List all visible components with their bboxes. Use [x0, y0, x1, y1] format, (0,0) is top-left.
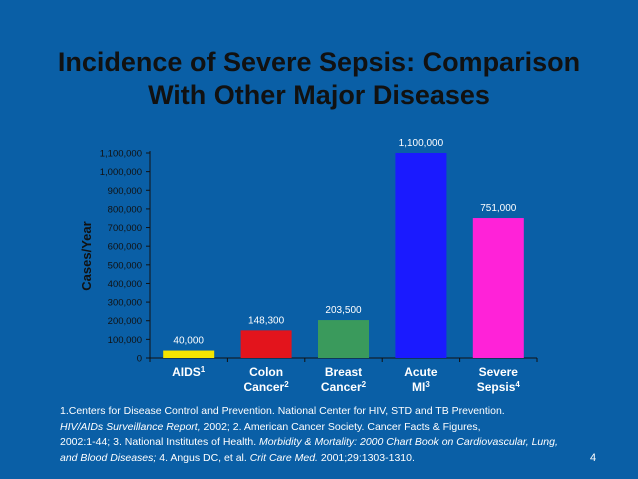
y-tick-label: 1,100,000: [100, 149, 142, 160]
slide-title-line-2: With Other Major Diseases: [148, 80, 490, 110]
y-tick-label: 300,000: [108, 298, 142, 309]
x-category-label-line-2: Cancer2: [244, 380, 290, 394]
x-category-label: AIDS1: [172, 365, 206, 379]
y-tick-label: 1,000,000: [100, 167, 142, 178]
reference-italic: Morbidity & Mortality: 2000 Chart Book o…: [259, 436, 558, 448]
x-category-label: Acute: [404, 365, 438, 379]
reference-text: 1.Centers for Disease Control and Preven…: [60, 405, 505, 417]
x-category-label: Severe: [479, 365, 519, 379]
y-tick-label: 800,000: [108, 204, 142, 215]
chart-labels: Cases/Year40,000AIDS1148,300ColonCancer2…: [79, 138, 520, 394]
slide-title-line-1: Incidence of Severe Sepsis: Comparison: [57, 47, 581, 77]
y-axis-title: Cases/Year: [79, 221, 94, 290]
reference-italic: HIV/AIDs Surveillance Report,: [60, 420, 201, 433]
slide-title: Incidence of Severe Sepsis: Comparison W…: [0, 46, 638, 112]
bar: [395, 153, 447, 358]
x-category-label-line-2: Cancer2: [321, 380, 367, 394]
bar: [240, 330, 292, 358]
bar-data-label: 203,500: [325, 305, 362, 316]
bar-data-label: 148,300: [248, 315, 285, 326]
y-tick-label: 500,000: [108, 260, 142, 271]
reference-line-1: 1.Centers for Disease Control and Preven…: [60, 404, 620, 420]
reference-journal: Crit Care Med.: [249, 451, 318, 464]
y-tick-label: 100,000: [108, 335, 142, 346]
reference-text: 2002; 2. American Cancer Society. Cancer…: [200, 420, 481, 433]
bar: [472, 218, 524, 358]
reference-text: 2002:1-44; 3. National Institutes of Hea…: [60, 436, 260, 448]
reference-italic: and Blood Diseases;: [60, 451, 157, 464]
references: 1.Centers for Disease Control and Preven…: [60, 404, 620, 466]
chart-bars: [163, 153, 524, 358]
bar: [163, 350, 215, 358]
bar-data-label: 40,000: [173, 336, 204, 347]
x-category-label: Breast: [325, 365, 362, 379]
x-category-label: Colon: [249, 365, 283, 379]
reference-text: 2001;29:1303-1310.: [317, 451, 415, 464]
y-tick-label: 600,000: [108, 242, 142, 253]
y-tick-label: 200,000: [108, 316, 142, 327]
bar-data-label: 751,000: [480, 203, 517, 214]
reference-line-3: 2002:1-44; 3. National Institutes of Hea…: [60, 435, 620, 451]
reference-line-4: and Blood Diseases; 4. Angus DC, et al. …: [60, 451, 620, 467]
y-tick-label: 900,000: [108, 186, 142, 197]
x-category-label-line-2: MI3: [412, 380, 430, 394]
y-tick-label: 400,000: [108, 279, 142, 290]
x-category-label-line-2: Sepsis4: [477, 380, 521, 394]
bar-data-label: 1,100,000: [399, 138, 444, 149]
y-tick-label: 0: [137, 354, 142, 365]
reference-line-2: HIV/AIDs Surveillance Report, 2002; 2. A…: [60, 420, 620, 436]
chart-ticks: 0 100,000 200,000 300,000 400,000 500,000 600,…: [100, 149, 538, 365]
y-tick-label: 700,000: [108, 223, 142, 234]
bar: [318, 320, 369, 358]
reference-text: 4. Angus DC, et al.: [156, 451, 250, 464]
page-number: 4: [590, 452, 597, 464]
